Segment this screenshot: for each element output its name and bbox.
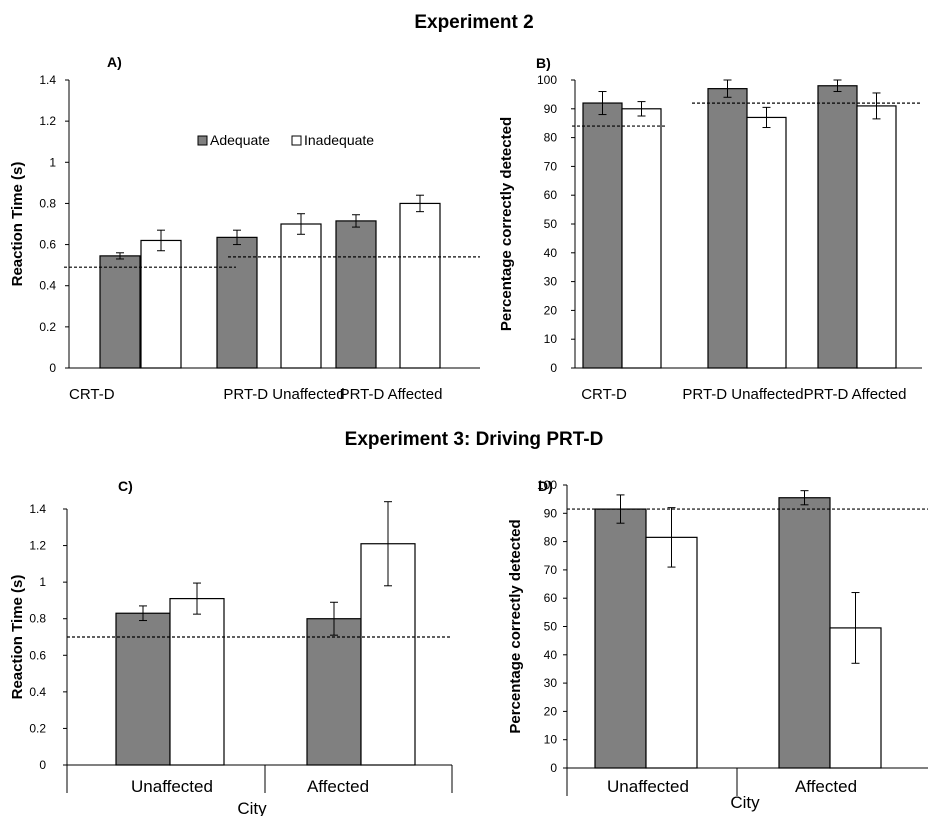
panel-b-y-tick-label: 10: [544, 332, 558, 346]
panel-a-y-tick-label: 1.4: [39, 73, 56, 87]
panel-b-y-tick-label: 90: [544, 102, 558, 116]
panel-c-bar-adequate: [306, 618, 362, 766]
panel-d-bar-inadequate: [645, 536, 698, 769]
panel-a-y-tick-label: 0.6: [39, 238, 56, 252]
panel-b-bar-inadequate: [621, 108, 662, 369]
panel-b-y-tick-label: 100: [537, 73, 557, 87]
panel-b-y-tick-label: 0: [550, 361, 557, 375]
chart-panel-b: B) Percentage correctly detected 0 10 20 30 40…: [498, 55, 922, 403]
chart-panel-a: A) Reaction Time (s) 0 0.2 0.4 0.6 0.8 1 1.2 1.4 C…: [9, 54, 480, 403]
panel-c-y-tick-label: 1.4: [29, 502, 46, 516]
panel-b-y-tick-label: 80: [544, 131, 558, 145]
panel-a-bar-inadequate: [280, 223, 322, 369]
panel-a-bar-inadequate: [399, 202, 441, 369]
panel-a-y-tick-label: 1.2: [39, 114, 56, 128]
panel-c-category-label: Affected: [307, 777, 369, 796]
panel-c-y-tick-label: 0.6: [29, 648, 46, 662]
panel-c-category-label: Unaffected: [131, 777, 213, 796]
panel-a-legend-swatch-adequate: [197, 135, 208, 146]
title-experiment-2: Experiment 2: [414, 12, 533, 33]
panel-b-bar-adequate: [582, 102, 623, 369]
panel-b-y-tick-label: 20: [544, 303, 558, 317]
panel-c-y-axis-label: Reaction Time (s): [9, 575, 26, 700]
panel-d-y-tick-label: 60: [544, 591, 558, 605]
panel-d-bar-adequate: [594, 508, 647, 769]
panel-d-label: D): [538, 478, 553, 494]
panel-b-bar-adequate: [707, 88, 748, 369]
panel-a-category-label: CRT-D: [69, 386, 115, 403]
panel-a-category-label: PRT-D Affected: [340, 386, 443, 403]
panel-c-y-tick-label: 0.4: [29, 685, 46, 699]
panel-a-y-tick-label: 0.2: [39, 320, 56, 334]
panel-c-y-tick-label: 1.2: [29, 539, 46, 553]
panel-a-category-label: PRT-D Unaffected: [223, 386, 344, 403]
panel-b-label: B): [536, 55, 551, 71]
panel-c-y-tick-label: 0: [39, 758, 46, 772]
panel-d-y-tick-label: 50: [544, 620, 558, 634]
panel-d-y-tick-label: 10: [544, 733, 558, 747]
panel-a-y-tick-label: 0: [49, 361, 56, 375]
panel-d-y-tick-label: 30: [544, 676, 558, 690]
panel-d-category-label: Unaffected: [607, 777, 689, 796]
panel-a-y-tick-label: 1: [49, 155, 56, 169]
panel-b-y-tick-label: 50: [544, 217, 558, 231]
panel-a-legend-swatch-inadequate: [291, 135, 302, 146]
title-experiment-3: Experiment 3: Driving PRT-D: [345, 429, 604, 450]
panel-d-y-tick-label: 100: [537, 478, 557, 492]
panel-d-y-tick-label: 90: [544, 506, 558, 520]
panel-d-y-tick-label: 20: [544, 704, 558, 718]
chart-panel-c: C) Reaction Time (s) 0 0.2 0.4 0.6 0.8 1 1.2 1.4 U…: [9, 478, 453, 816]
panel-a-bar-adequate: [99, 255, 141, 369]
panel-a-bar-adequate: [335, 220, 377, 369]
panel-b-y-tick-label: 40: [544, 246, 558, 260]
panel-d-y-axis-label: Percentage correctly detected: [507, 519, 524, 733]
panel-c-bar-inadequate: [169, 597, 225, 766]
panel-b-y-tick-label: 70: [544, 159, 558, 173]
panel-a-label: A): [107, 54, 122, 70]
panel-c-y-tick-label: 1: [39, 575, 46, 589]
panel-a-legend-label-inadequate: Inadequate: [304, 132, 374, 148]
panel-b-category-label: PRT-D Affected: [804, 386, 907, 403]
panel-b-y-tick-label: 60: [544, 188, 558, 202]
panel-a-bar-inadequate: [140, 239, 182, 369]
panel-b-category-label: CRT-D: [581, 386, 627, 403]
panel-d-y-tick-label: 80: [544, 535, 558, 549]
panel-d-x-axis-label: City: [730, 793, 760, 812]
panel-a-bar-adequate: [216, 236, 258, 369]
panel-d-bar-adequate: [778, 497, 831, 769]
panel-d-y-tick-label: 0: [550, 761, 557, 775]
panel-b-bar-adequate: [817, 85, 858, 369]
panel-b-y-tick-label: 30: [544, 275, 558, 289]
panel-c-y-tick-label: 0.8: [29, 612, 46, 626]
panel-a-legend-label-adequate: Adequate: [210, 132, 270, 148]
panel-c-x-axis-label: City: [237, 799, 267, 816]
panel-b-y-axis-label: Percentage correctly detected: [498, 117, 515, 331]
panel-d-y-tick-label: 70: [544, 563, 558, 577]
chart-panel-d: D) Percentage correctly detected 0 10 20 30 40…: [507, 478, 928, 812]
panel-d-category-label: Affected: [795, 777, 857, 796]
panel-c-bar-adequate: [115, 612, 171, 766]
panel-d-y-tick-label: 40: [544, 648, 558, 662]
panel-b-bar-inadequate: [746, 116, 787, 369]
panel-a-y-axis-label: Reaction Time (s): [9, 162, 26, 287]
panel-b-category-label: PRT-D Unaffected: [682, 386, 803, 403]
panel-c-y-tick-label: 0.2: [29, 721, 46, 735]
panel-b-bar-inadequate: [856, 105, 897, 369]
panel-a-y-tick-label: 0.4: [39, 279, 56, 293]
panel-a-y-tick-label: 0.8: [39, 196, 56, 210]
panel-c-label: C): [118, 478, 133, 494]
